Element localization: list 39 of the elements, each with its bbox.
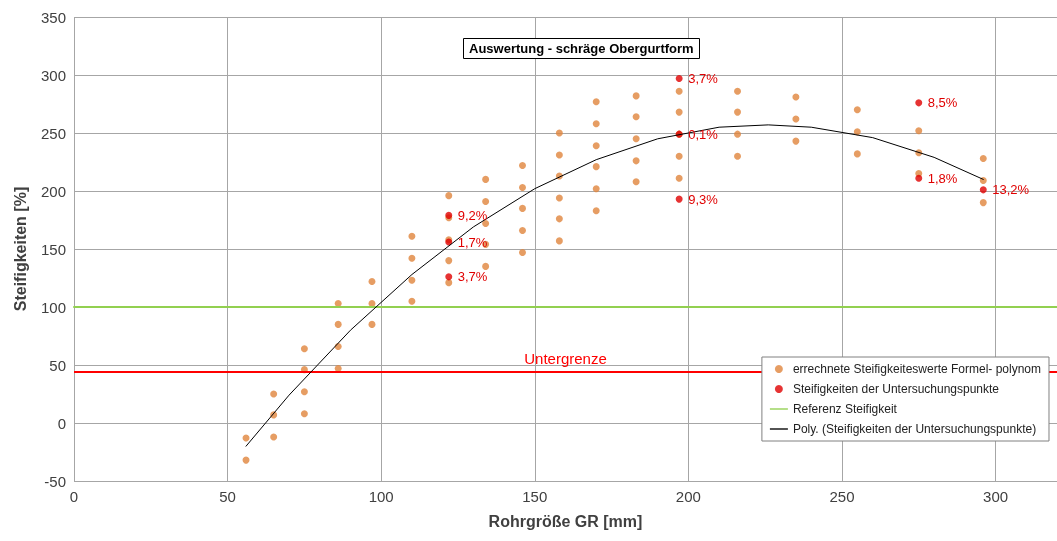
y-tick-label: 300 bbox=[40, 66, 66, 84]
y-tick-label: 100 bbox=[40, 298, 66, 316]
annotation: 0,1% bbox=[688, 126, 719, 142]
legend-label: Poly. (Steifigkeiten der Untersuchungspunkte) bbox=[792, 422, 1037, 436]
legend-label: Steifigkeiten der Untersuchungspunkte bbox=[792, 382, 1000, 396]
legend-label: Referenz Steifigkeit bbox=[792, 402, 898, 416]
annotation: 1,7% bbox=[457, 234, 488, 250]
x-tick-label: 200 bbox=[675, 488, 701, 505]
point bbox=[915, 99, 923, 107]
y-tick-label: 200 bbox=[40, 182, 66, 200]
x-tick-label: 100 bbox=[368, 488, 394, 505]
annotation: 8,5% bbox=[927, 95, 958, 111]
x-axis-title: Rohrgröße GR [mm] bbox=[488, 512, 643, 530]
y-tick-label: 150 bbox=[40, 240, 66, 258]
annotation: 9,3% bbox=[688, 191, 719, 207]
legend-label: errechnete Steifigkeiteswerte Formel- polynom bbox=[792, 362, 1042, 376]
point bbox=[979, 186, 987, 194]
point bbox=[675, 195, 683, 203]
x-tick-label: 150 bbox=[522, 488, 548, 505]
y-tick-label: 0 bbox=[57, 414, 66, 432]
x-tick-label: 0 bbox=[69, 488, 79, 505]
y-tick-label: -50 bbox=[44, 472, 66, 490]
text: Auswertung - schräge Obergurtform bbox=[469, 41, 694, 56]
annotation: 1,8% bbox=[927, 170, 958, 186]
annotation: 9,2% bbox=[457, 207, 488, 223]
y-tick-label: 250 bbox=[40, 124, 66, 142]
y-tick-label: 50 bbox=[49, 356, 66, 374]
ref-line-label: Untergrenze bbox=[524, 349, 607, 367]
annotation: 3,7% bbox=[688, 70, 719, 86]
x-tick-label: 300 bbox=[983, 488, 1009, 505]
x-tick-label: 250 bbox=[829, 488, 855, 505]
annotation: 3,7% bbox=[457, 269, 488, 285]
point bbox=[915, 174, 923, 182]
x-tick-label: 50 bbox=[219, 488, 236, 505]
y-axis-title: Steifigkeiten [%] bbox=[11, 186, 29, 312]
point bbox=[445, 273, 453, 281]
y-tick-label: 350 bbox=[40, 8, 66, 26]
point bbox=[675, 74, 683, 82]
annotation: 13,2% bbox=[992, 182, 1030, 198]
